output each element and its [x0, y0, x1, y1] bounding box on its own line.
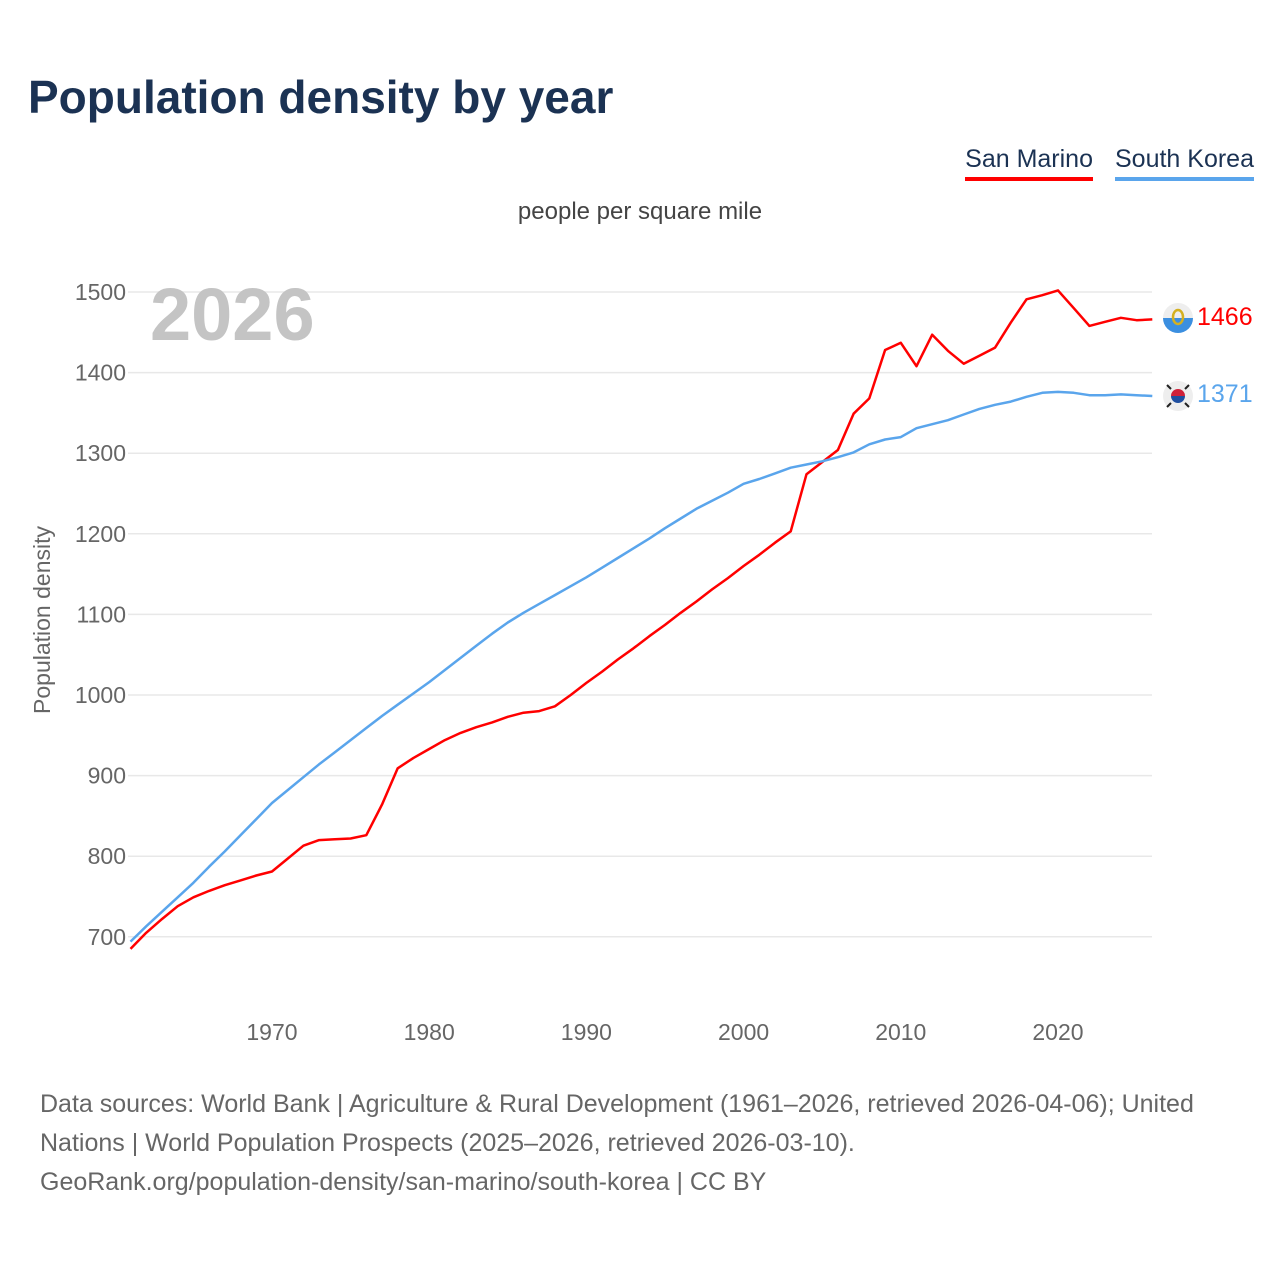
south-korea-flag-icon — [1163, 381, 1193, 411]
y-tick-label: 1000 — [75, 682, 126, 708]
san-marino-flag-icon — [1163, 303, 1193, 333]
y-tick-label: 1400 — [75, 360, 126, 386]
series-line-south-korea — [129, 390, 1153, 943]
year-watermark: 2026 — [150, 273, 315, 356]
x-tick-label: 1970 — [246, 1019, 297, 1045]
y-tick-label: 900 — [88, 763, 126, 789]
source-text: Data sources: World Bank | Agriculture &… — [40, 1090, 1194, 1157]
legend-san-marino[interactable]: San Marino — [965, 145, 1093, 181]
x-tick-label: 1980 — [404, 1019, 455, 1045]
data-source: Data sources: World Bank | Agriculture &… — [40, 1085, 1250, 1202]
legend: San Marino South Korea — [965, 145, 1254, 181]
y-tick-label: 1200 — [75, 521, 126, 547]
x-tick-label: 2000 — [718, 1019, 769, 1045]
y-tick-label: 700 — [88, 924, 126, 950]
chart-subtitle: people per square mile — [517, 198, 763, 225]
y-tick-label: 800 — [88, 843, 126, 869]
source-link[interactable]: GeoRank.org/population-density/san-marin… — [40, 1168, 767, 1196]
y-axis-label: Population density — [29, 526, 55, 714]
x-tick-label: 2020 — [1032, 1019, 1083, 1045]
chart-title: Population density by year — [28, 71, 614, 123]
south-korea-end-label: 1371 — [1197, 380, 1253, 408]
legend-south-korea[interactable]: South Korea — [1115, 145, 1254, 181]
san-marino-end-label: 1466 — [1197, 303, 1253, 331]
series-line-san-marino — [129, 289, 1153, 950]
y-tick-label: 1300 — [75, 440, 126, 466]
x-tick-label: 1990 — [561, 1019, 612, 1045]
x-tick-label: 2010 — [875, 1019, 926, 1045]
y-tick-label: 1500 — [75, 279, 126, 305]
y-tick-label: 1100 — [77, 601, 126, 627]
